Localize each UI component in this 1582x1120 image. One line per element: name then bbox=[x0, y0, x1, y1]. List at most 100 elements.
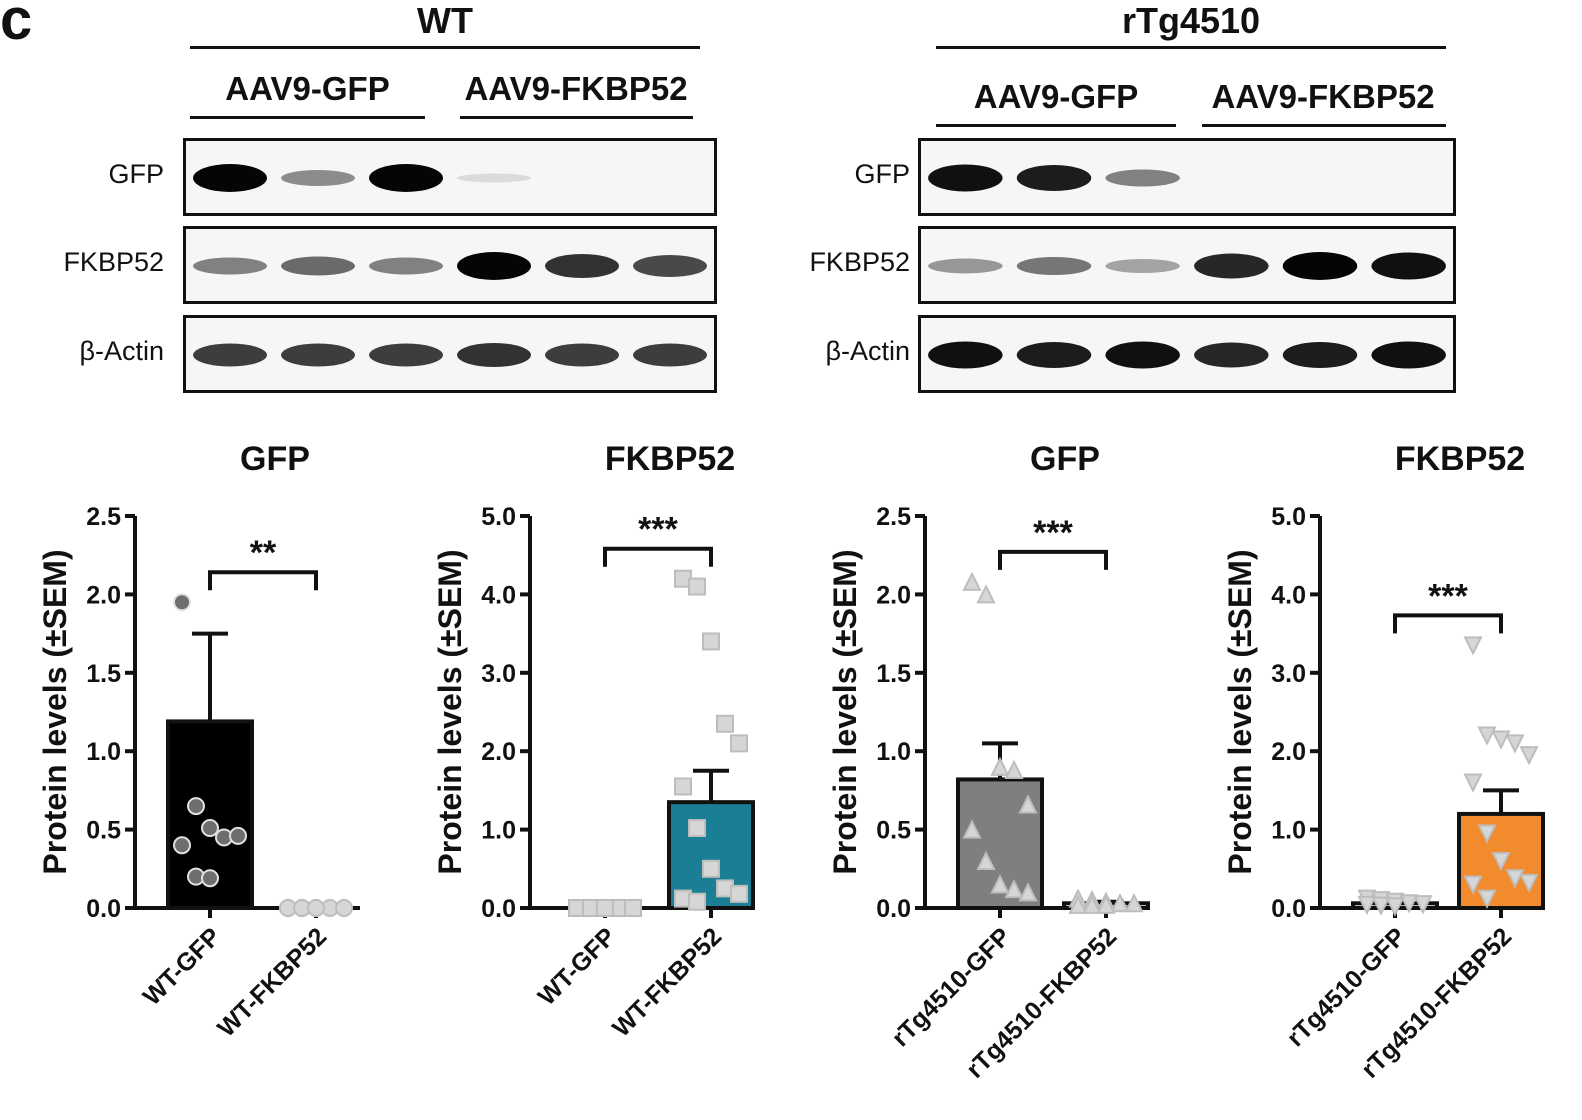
data-point bbox=[335, 899, 353, 917]
data-point bbox=[1519, 746, 1539, 766]
y-axis-label: Protein levels (±SEM) bbox=[432, 549, 468, 874]
data-point bbox=[1371, 896, 1391, 916]
significance-label: ** bbox=[250, 534, 277, 572]
condition-underline bbox=[936, 124, 1176, 127]
blot-band bbox=[193, 343, 267, 367]
condition-label: AAV9-GFP bbox=[225, 70, 390, 107]
blot-band bbox=[193, 257, 267, 275]
data-point bbox=[990, 756, 1010, 776]
y-tick-label: 0.5 bbox=[876, 817, 911, 845]
blot-band bbox=[281, 343, 355, 367]
significance-label: *** bbox=[1033, 514, 1073, 552]
data-point bbox=[1385, 897, 1405, 917]
blot-bands bbox=[928, 164, 1180, 192]
data-point bbox=[1491, 851, 1511, 872]
condition-underline bbox=[1202, 124, 1446, 127]
blot-band bbox=[633, 255, 707, 277]
blot-band bbox=[369, 257, 443, 275]
data-point bbox=[962, 571, 982, 591]
blot-band bbox=[281, 256, 355, 276]
y-tick-label: 2.5 bbox=[876, 503, 911, 531]
blot-band bbox=[928, 258, 1003, 274]
data-point bbox=[201, 869, 219, 888]
blot-band bbox=[193, 164, 267, 192]
data-point bbox=[1477, 889, 1497, 909]
chart-title: GFP bbox=[240, 440, 310, 478]
blot-strip bbox=[183, 226, 717, 304]
blot-bands bbox=[193, 164, 531, 192]
significance-bracket bbox=[1393, 613, 1503, 634]
data-point bbox=[976, 584, 996, 604]
blot-strip bbox=[918, 226, 1456, 304]
bar-chart: GFP Protein levels (±SEM) 0.0 0.5 1.0 1.5 2.0 2… bbox=[37, 440, 360, 1042]
data-point bbox=[1068, 894, 1088, 914]
group-underline bbox=[936, 46, 1446, 49]
blot-band bbox=[1105, 341, 1180, 369]
bar-chart: FKBP52 Protein levels (±SEM) 0.0 1.0 2.0 3.0 4… bbox=[1222, 440, 1545, 1084]
blot-strip bbox=[918, 138, 1456, 216]
data-point bbox=[1477, 726, 1497, 746]
blot-row-label: β-Actin bbox=[825, 336, 910, 366]
significance-bracket bbox=[998, 549, 1108, 570]
y-tick-label: 1.0 bbox=[876, 738, 911, 766]
y-tick-label: 2.0 bbox=[481, 738, 516, 766]
x-tick-label: WT-GFP bbox=[138, 922, 227, 1011]
y-tick-label: 1.5 bbox=[876, 660, 911, 688]
y-tick-label: 2.0 bbox=[1271, 738, 1306, 766]
blot-band bbox=[633, 343, 707, 367]
y-tick-label: 2.5 bbox=[86, 503, 121, 531]
blot-row-label: FKBP52 bbox=[63, 247, 164, 277]
blot-band bbox=[457, 173, 531, 183]
data-point bbox=[702, 632, 720, 651]
x-tick-label: WT-FKBP52 bbox=[607, 922, 727, 1042]
data-point bbox=[1357, 895, 1377, 916]
group-title: rTg4510 bbox=[1121, 0, 1261, 41]
significance-bracket bbox=[603, 546, 713, 567]
y-tick-label: 0.5 bbox=[86, 817, 121, 845]
blot-band bbox=[1194, 342, 1269, 368]
y-axis-label: Protein levels (±SEM) bbox=[1222, 549, 1258, 874]
data-point bbox=[187, 797, 205, 816]
data-point bbox=[1413, 895, 1433, 915]
data-point bbox=[1491, 730, 1511, 750]
y-tick-label: 0.0 bbox=[481, 895, 516, 923]
y-tick-label: 3.0 bbox=[1271, 660, 1306, 688]
data-point bbox=[730, 734, 748, 753]
y-tick-label: 5.0 bbox=[1271, 503, 1306, 531]
y-tick-label: 1.0 bbox=[86, 738, 121, 766]
blot-strip bbox=[183, 315, 717, 393]
blot-band bbox=[1016, 165, 1092, 191]
blot-band bbox=[1371, 252, 1446, 280]
x-tick-label: WT-FKBP52 bbox=[212, 922, 332, 1042]
data-point bbox=[1399, 894, 1419, 914]
y-tick-label: 5.0 bbox=[481, 503, 516, 531]
blot-row-label: β-Actin bbox=[79, 336, 164, 366]
data-point bbox=[173, 836, 191, 855]
blot-bands bbox=[193, 252, 707, 280]
condition-underline bbox=[190, 116, 425, 119]
data-point bbox=[962, 819, 982, 839]
blot-row-label: GFP bbox=[854, 159, 910, 189]
blot-bands bbox=[193, 343, 707, 367]
group-title: WT bbox=[417, 0, 473, 41]
data-point bbox=[624, 899, 642, 917]
blot-band bbox=[1105, 259, 1180, 273]
blot-strip bbox=[183, 138, 717, 216]
group-underline bbox=[190, 46, 700, 49]
condition-label: AAV9-FKBP52 bbox=[464, 70, 688, 107]
data-point bbox=[716, 714, 734, 733]
blot-band bbox=[1016, 342, 1092, 368]
data-point bbox=[1018, 794, 1038, 814]
y-tick-label: 1.0 bbox=[481, 817, 516, 845]
chart-title: FKBP52 bbox=[1395, 440, 1525, 478]
blot-band bbox=[928, 341, 1003, 369]
significance-bracket bbox=[208, 570, 318, 591]
chart-title: FKBP52 bbox=[605, 440, 735, 478]
blot-panel-wt: WT AAV9-GFP AAV9-FKBP52 GFP FKBP52 β-Act… bbox=[0, 0, 760, 400]
data-point bbox=[1004, 759, 1024, 780]
condition-label: AAV9-FKBP52 bbox=[1211, 78, 1435, 115]
data-point bbox=[1463, 636, 1483, 656]
data-point bbox=[1018, 882, 1038, 902]
blot-bands bbox=[928, 341, 1446, 369]
condition-underline bbox=[460, 116, 693, 119]
